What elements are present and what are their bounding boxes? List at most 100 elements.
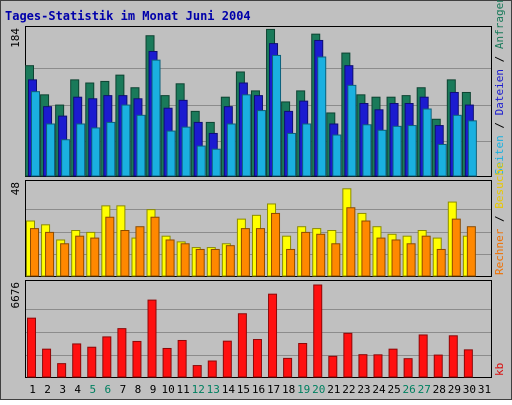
x-tick-label-day-19: 19 [297, 383, 310, 396]
x-tick-label-day-2: 2 [44, 383, 51, 396]
chart-title: Tages-Statistik im Monat Juni 2004 [5, 9, 251, 23]
x-tick-label-day-27: 27 [418, 383, 431, 396]
y-tick-label: 48 [9, 182, 22, 195]
bar-kb-day-12 [192, 365, 202, 378]
bar-kb-day-22 [343, 332, 353, 378]
bar-rechner-day-15 [240, 228, 250, 277]
bar-seiten-day-24 [377, 129, 387, 177]
bar-seiten-day-14 [226, 123, 236, 177]
bar-kb-day-6 [102, 336, 112, 378]
bar-kb-day-21 [328, 355, 338, 378]
legend-bottom: kb [493, 363, 506, 376]
x-tick-label-day-22: 22 [342, 383, 355, 396]
bar-kb-day-13 [207, 360, 217, 378]
bar-seiten-day-5 [91, 127, 101, 177]
bar-rechner-day-21 [331, 243, 341, 277]
bar-seiten-day-18 [287, 132, 297, 177]
bar-kb-day-29 [448, 335, 458, 378]
x-tick-label-day-7: 7 [120, 383, 127, 396]
x-tick-label-day-3: 3 [59, 383, 66, 396]
x-tick-label-day-1: 1 [29, 383, 36, 396]
bar-kb-day-2 [42, 348, 52, 378]
bar-seiten-day-28 [437, 143, 447, 177]
bar-seiten-day-6 [106, 121, 116, 177]
x-tick-label-day-23: 23 [357, 383, 370, 396]
bar-rechner-day-24 [376, 237, 386, 277]
bar-kb-day-7 [117, 328, 127, 378]
bar-seiten-day-29 [452, 114, 462, 177]
bar-seiten-day-23 [362, 124, 372, 177]
legend-entry: Besuche [493, 162, 506, 208]
bar-rechner-day-10 [165, 239, 175, 277]
bar-kb-day-16 [252, 339, 262, 378]
bar-seiten-day-26 [407, 125, 417, 177]
bar-seiten-day-15 [241, 94, 251, 177]
bar-rechner-day-9 [150, 216, 160, 277]
legend-top: Seiten / Dateien / Anfragen [493, 0, 506, 175]
bar-kb-day-10 [162, 347, 172, 378]
bar-kb-day-23 [358, 354, 368, 378]
bar-rechner-day-8 [135, 226, 145, 277]
x-tick-label-day-10: 10 [161, 383, 174, 396]
bar-seiten-day-12 [196, 145, 206, 177]
bar-rechner-day-29 [451, 218, 461, 277]
x-tick-label-day-21: 21 [327, 383, 340, 396]
bar-seiten-day-17 [272, 54, 282, 177]
bar-kb-day-24 [373, 354, 383, 378]
x-tick-label-day-5: 5 [89, 383, 96, 396]
bar-rechner-day-13 [210, 248, 220, 277]
bar-rechner-day-23 [361, 220, 371, 277]
x-tick-label-day-24: 24 [372, 383, 386, 396]
bar-rechner-day-7 [120, 230, 130, 277]
legend-middle: Rechner / Besuche [493, 162, 506, 275]
x-tick-label-day-20: 20 [312, 383, 325, 396]
bar-kb-day-15 [237, 313, 247, 378]
y-tick-label: 6676 [9, 282, 22, 309]
bar-kb-day-14 [222, 340, 232, 378]
bar-kb-day-8 [132, 340, 142, 378]
legend-entry: Anfragen [493, 0, 506, 49]
bar-seiten-day-21 [332, 134, 342, 177]
legend-entry: kb [493, 363, 506, 376]
x-tick-label-day-26: 26 [403, 383, 416, 396]
bar-rechner-day-5 [90, 237, 100, 277]
x-tick-label-day-28: 28 [433, 383, 446, 396]
bar-kb-day-27 [418, 334, 428, 378]
bar-seiten-day-25 [392, 125, 402, 177]
x-tick-label-day-29: 29 [448, 383, 461, 396]
x-tick-label-day-9: 9 [150, 383, 157, 396]
bar-kb-day-17 [268, 293, 278, 378]
legend-separator: / [493, 49, 506, 69]
bar-kb-day-30 [463, 349, 473, 378]
x-tick-label-day-15: 15 [237, 383, 250, 396]
bar-kb-day-4 [72, 343, 82, 378]
bar-seiten-day-20 [317, 56, 327, 177]
x-tick-label-day-17: 17 [267, 383, 280, 396]
bar-seiten-day-4 [76, 123, 86, 177]
bar-rechner-day-28 [436, 248, 446, 277]
bar-rechner-day-6 [105, 216, 115, 277]
bar-rechner-day-11 [180, 243, 190, 277]
bar-rechner-day-30 [466, 226, 476, 277]
x-tick-label-day-11: 11 [177, 383, 190, 396]
bar-kb-day-5 [87, 346, 97, 378]
x-tick-label-day-6: 6 [105, 383, 112, 396]
bar-seiten-day-8 [136, 114, 146, 177]
bar-kb-day-26 [403, 358, 413, 378]
bar-kb-day-25 [388, 348, 398, 378]
bar-kb-day-9 [147, 299, 157, 378]
panel-top: 184 Seiten / Dateien / Anfragen [9, 0, 506, 177]
bar-rechner-day-3 [60, 243, 70, 277]
x-tick-label-day-14: 14 [222, 383, 236, 396]
panel-bottom: 6676 kb [9, 280, 506, 378]
x-tick-label-day-12: 12 [192, 383, 205, 396]
bar-rechner-day-18 [286, 248, 296, 277]
bar-seiten-day-16 [256, 110, 266, 177]
legend-entry: Dateien [493, 69, 506, 115]
bar-kb-day-11 [177, 339, 187, 378]
bar-seiten-day-30 [467, 120, 477, 177]
bar-rechner-day-1 [30, 228, 39, 277]
legend-separator: / [493, 115, 506, 135]
